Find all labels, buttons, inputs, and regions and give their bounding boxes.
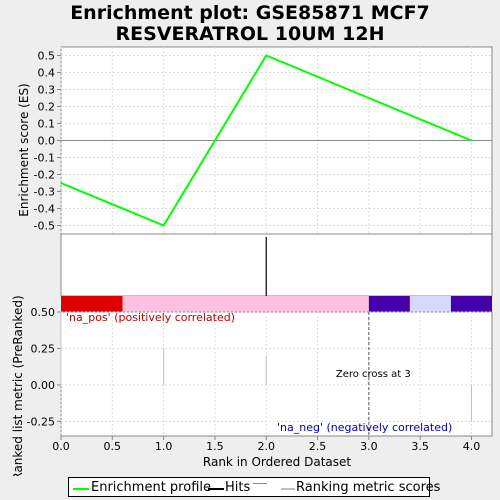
negative-correlated-label: 'na_neg' (negatively correlated): [277, 421, 452, 434]
x-tick-label: 2.5: [309, 440, 327, 453]
legend: Enrichment profile Hits Ranking metric s…: [68, 477, 440, 497]
ranking-panel: [60, 311, 493, 437]
es-tick-label: 0.4: [38, 67, 56, 80]
legend-ranking-label: Ranking metric scores: [296, 480, 441, 495]
legend-es-swatch: [73, 488, 89, 490]
es-tick-label: -0.1: [34, 152, 55, 165]
positive-correlated-label: 'na_pos' (positively correlated): [66, 311, 235, 324]
zero-cross-label: Zero cross at 3: [336, 369, 411, 380]
x-tick-label: 1.5: [206, 440, 224, 453]
es-tick-label: 0.3: [38, 84, 56, 97]
es-tick-label: -0.4: [34, 203, 55, 216]
color-bar-segment: [450, 296, 492, 312]
color-bar-segment: [61, 296, 123, 312]
es-tick-label: 0.1: [38, 118, 56, 131]
chart-title-line-2: RESVERATROL 10UM 12H: [115, 23, 385, 45]
legend-hits-swatch: [208, 488, 224, 490]
x-tick-label: 3.0: [360, 440, 378, 453]
es-y-axis-label: Enrichment score (ES): [17, 83, 31, 216]
es-tick-label: 0.0: [38, 135, 56, 148]
color-bar-segment: [409, 296, 451, 312]
hits-panel: [60, 233, 493, 297]
legend-hits-extra-swatch: [253, 483, 267, 484]
es-tick-label: 0.5: [38, 50, 56, 63]
ranking-color-bar: [61, 296, 492, 312]
es-tick-label: -0.5: [34, 220, 55, 233]
x-tick-label: 0.5: [104, 440, 122, 453]
color-bar-segment: [368, 296, 410, 312]
ranking-y-axis-label: Ranked list metric (PreRanked): [11, 295, 25, 476]
es-profile-line: [60, 54, 472, 227]
ranking-tick-label: -0.25: [27, 415, 55, 428]
es-tick-label: 0.2: [38, 101, 56, 114]
es-tick-label: -0.3: [34, 186, 55, 199]
ranking-tick-label: 0.00: [31, 379, 56, 392]
x-tick-label: 0.0: [52, 440, 70, 453]
ranking-y-axis: 0.50 0.25 0.00 -0.25: [27, 306, 61, 428]
x-axis: 0.0 0.5 1.0 1.5 2.0 2.5 3.0 3.5 4.0: [52, 436, 480, 453]
chart-title-line-1: Enrichment plot: GSE85871 MCF7: [70, 2, 430, 24]
legend-hits-label: Hits: [225, 480, 251, 495]
x-tick-label: 1.0: [155, 440, 173, 453]
ranking-tick-label: 0.25: [31, 342, 56, 355]
ranking-tick-label: 0.50: [31, 306, 56, 319]
ranking-metric-bars: [60, 312, 472, 422]
es-tick-label: -0.2: [34, 169, 55, 182]
x-tick-label: 2.0: [257, 440, 275, 453]
enrichment-plot: 0.5 0.4 0.3 0.2 0.1 0.0 -0.1 -0.2 -0.3 -0.4 -0.5 0…: [11, 46, 493, 476]
legend-ranking-swatch: [281, 488, 295, 490]
x-tick-label: 3.5: [411, 440, 429, 453]
es-y-axis: 0.5 0.4 0.3 0.2 0.1 0.0 -0.1 -0.2 -0.3 -0.4 -0.5: [34, 50, 61, 233]
x-tick-label: 4.0: [463, 440, 481, 453]
color-bar-segment: [122, 296, 369, 312]
legend-es-label: Enrichment profile: [91, 480, 211, 495]
x-axis-label: Rank in Ordered Dataset: [203, 455, 351, 469]
